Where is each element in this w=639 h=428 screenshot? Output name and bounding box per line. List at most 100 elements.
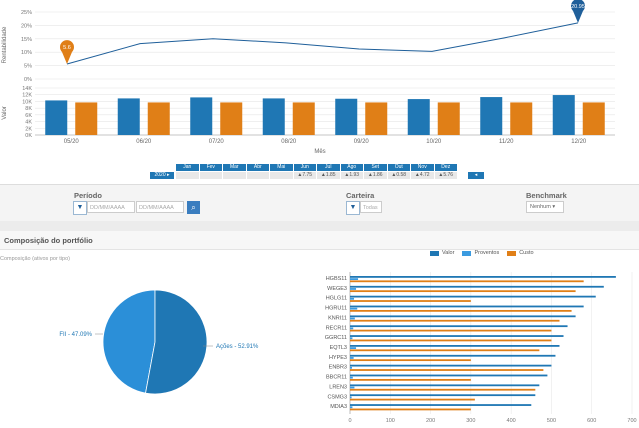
month-cell[interactable]: Jun ▲7.75 (293, 164, 316, 180)
legend-item-custo[interactable]: Custo (507, 250, 534, 256)
bar-tick-label: 4K (25, 120, 32, 126)
bar-mark[interactable] (147, 102, 170, 135)
hbar-mark[interactable] (350, 349, 540, 352)
bar-mark[interactable] (262, 98, 285, 135)
hbar-mark[interactable] (350, 354, 556, 357)
hbar-mark[interactable] (350, 406, 353, 409)
hbar-mark[interactable] (350, 369, 544, 371)
hbar-mark[interactable] (350, 357, 354, 359)
hbar-mark[interactable] (350, 327, 354, 330)
filter-icon[interactable]: ▼ (73, 201, 87, 215)
bar-mark[interactable] (335, 98, 358, 135)
hbar-mark[interactable] (350, 278, 359, 280)
hbar-mark[interactable] (350, 396, 352, 399)
hbar-mark[interactable] (350, 317, 355, 320)
bar-mark[interactable] (407, 99, 430, 135)
hbar-mark[interactable] (350, 347, 357, 349)
bar-mark[interactable] (220, 102, 243, 135)
hbar-mark[interactable] (350, 374, 548, 377)
hbar-tick-label: 600 (587, 418, 596, 424)
marker-start[interactable]: 5.6 (60, 40, 74, 64)
pie-slice[interactable] (102, 289, 156, 394)
bar-category-label: 07/20 (209, 139, 225, 145)
bar-mark[interactable] (365, 102, 388, 135)
month-cell[interactable]: Mai (270, 164, 293, 180)
month-cell[interactable]: Set ▲1.86 (364, 164, 387, 180)
hbar-mark[interactable] (350, 404, 532, 406)
month-value (176, 172, 199, 179)
hbar-mark[interactable] (350, 335, 564, 337)
month-label: Jun (293, 164, 316, 171)
month-cell[interactable]: Jul ▲1.85 (317, 164, 340, 180)
pie-slice[interactable] (145, 289, 208, 395)
hbar-mark[interactable] (350, 398, 475, 401)
hbar-mark[interactable] (350, 309, 572, 312)
hbar-mark[interactable] (350, 325, 568, 328)
hbar-category-label: EQTL3 (330, 345, 347, 351)
bar-tick-label: 2K (25, 126, 32, 132)
bar-chart-ylabel: Valor (2, 106, 8, 120)
carteira-select[interactable]: Todas (360, 201, 382, 213)
hbar-tick-label: 300 (466, 418, 475, 424)
hbar-mark[interactable] (350, 276, 616, 278)
hbar-mark[interactable] (350, 295, 596, 298)
carteira-filter-icon[interactable]: ▼ (346, 201, 360, 215)
hbar-mark[interactable] (350, 315, 576, 318)
hbar-mark[interactable] (350, 386, 355, 389)
divider (0, 221, 639, 231)
legend-item-proventos[interactable]: Proventos (462, 250, 499, 256)
date-to-input[interactable]: DD/MM/AAAA (136, 201, 184, 213)
hbar-mark[interactable] (350, 364, 552, 367)
month-cell[interactable]: Mar (223, 164, 246, 180)
month-cell[interactable]: Ago ▲1.93 (340, 164, 363, 180)
year-total[interactable]: ◂ 15.35 (468, 172, 484, 185)
hbar-mark[interactable] (350, 285, 604, 288)
marker-end[interactable]: 20.95 (571, 0, 585, 23)
hbar-mark[interactable] (350, 307, 358, 310)
hbar-mark[interactable] (350, 319, 560, 322)
hbar-mark[interactable] (350, 408, 471, 411)
bar-mark[interactable] (45, 100, 68, 135)
month-cell[interactable]: Dez ▲5.76 (434, 164, 457, 180)
hbar-mark[interactable] (350, 280, 584, 283)
hbar-mark[interactable] (350, 394, 536, 397)
benchmark-select[interactable]: Nenhum ▾ (526, 201, 564, 213)
hbar-mark[interactable] (350, 388, 536, 391)
hbar-category-label: CSMG3 (327, 394, 347, 400)
date-from-input[interactable]: DD/MM/AAAA (87, 201, 135, 213)
bar-mark[interactable] (582, 102, 605, 135)
bar-mark[interactable] (437, 102, 460, 135)
bar-mark[interactable] (190, 97, 213, 135)
hbar-mark[interactable] (350, 297, 355, 300)
month-cell[interactable]: Nov ▲4.72 (411, 164, 434, 180)
bar-tick-label: 10K (22, 99, 32, 105)
hbar-mark[interactable] (350, 305, 584, 308)
hbar-mark[interactable] (350, 345, 560, 347)
hbar-mark[interactable] (350, 337, 353, 340)
bar-mark[interactable] (480, 97, 503, 135)
bar-mark[interactable] (552, 95, 575, 135)
hbar-mark[interactable] (350, 288, 357, 290)
bar-mark[interactable] (117, 98, 140, 135)
legend-item-valor[interactable]: Valor (430, 250, 454, 256)
hbar-category-label: GGRC11 (325, 335, 347, 341)
month-cell[interactable]: Fev (199, 164, 222, 180)
bar-mark[interactable] (75, 102, 98, 135)
hbar-mark[interactable] (350, 290, 576, 293)
bar-mark[interactable] (292, 102, 315, 135)
hbar-mark[interactable] (350, 366, 353, 369)
hbar-mark[interactable] (350, 376, 353, 379)
month-cell[interactable]: Out ▲0.58 (387, 164, 410, 180)
hbar-mark[interactable] (350, 300, 471, 302)
hbar-mark[interactable] (350, 384, 540, 387)
hbar-mark[interactable] (350, 359, 471, 362)
year-selector[interactable]: 2020 ▸ (150, 172, 174, 179)
month-cell[interactable]: Abr (246, 164, 269, 180)
composition-pie-chart: FII - 47.09% Ações - 52.91% (59, 289, 259, 395)
hbar-mark[interactable] (350, 339, 552, 342)
bar-mark[interactable] (510, 102, 533, 135)
hbar-mark[interactable] (350, 329, 552, 332)
search-button[interactable]: ⌕ (187, 201, 200, 214)
month-cell[interactable]: Jan (176, 164, 199, 180)
hbar-mark[interactable] (350, 378, 471, 381)
